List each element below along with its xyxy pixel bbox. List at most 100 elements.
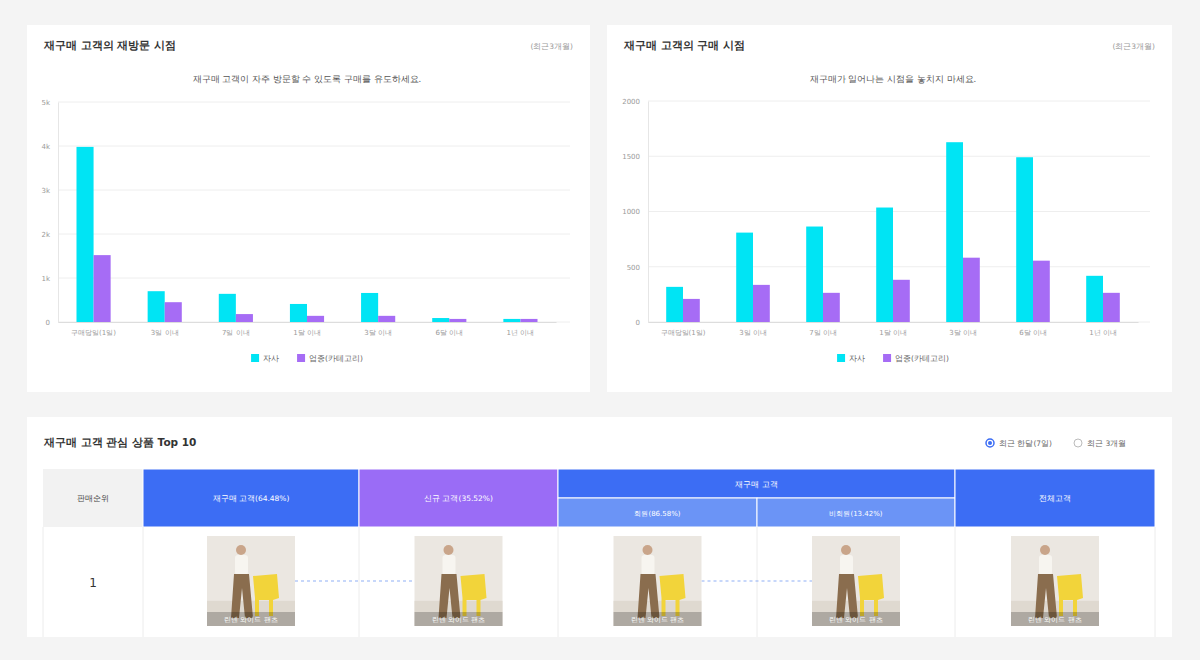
bar xyxy=(361,293,378,322)
period-option[interactable]: 최근 한달(7일) xyxy=(986,439,1052,448)
photo-head xyxy=(643,545,653,555)
grid-line xyxy=(58,278,570,279)
photo-caption-bg xyxy=(1011,612,1099,626)
y-axis: 01k2k3k4k5k xyxy=(41,99,58,327)
bar xyxy=(378,316,395,322)
product-name: 린넨 와이드 팬츠 xyxy=(829,616,882,624)
cell-border xyxy=(955,527,956,637)
y-axis-line xyxy=(58,103,59,323)
photo-head xyxy=(444,545,454,555)
x-tick-label: 6달 이내 xyxy=(1019,329,1047,337)
y-tick-label: 1000 xyxy=(622,208,640,216)
y-tick-label: 0 xyxy=(46,319,50,327)
chart-title: 재구매 고객의 재방문 시점 xyxy=(43,39,176,51)
grid-line xyxy=(58,190,570,191)
x-tick: 3달 이내 xyxy=(364,322,392,337)
x-tick: 7일 이내 xyxy=(809,322,837,337)
legend-swatch xyxy=(297,354,305,362)
photo-top xyxy=(642,555,655,575)
photo-head xyxy=(236,545,246,555)
y-tick-label: 500 xyxy=(627,263,640,271)
photo-top xyxy=(443,555,456,575)
photo-caption-bg xyxy=(207,612,295,626)
photo-top xyxy=(235,555,248,575)
x-tick-label: 1달 이내 xyxy=(293,329,321,337)
x-tick-label: 구매당일(1일) xyxy=(71,329,116,337)
legend: 자사 업종(카테고리) xyxy=(837,354,949,363)
x-tick-label: 1년 이내 xyxy=(1089,329,1117,337)
legend-label: 자사 xyxy=(263,354,279,363)
y-tick-label: 2k xyxy=(41,231,50,239)
connector xyxy=(295,580,415,581)
grid-line xyxy=(648,156,1150,157)
photo-bg xyxy=(1011,536,1099,626)
bar xyxy=(520,319,537,322)
y-tick: 1500 xyxy=(622,153,648,161)
period-option[interactable]: 최근 3개월 xyxy=(1074,439,1126,448)
photo-chair xyxy=(660,574,686,616)
y-tick: 0 xyxy=(636,319,648,327)
x-tick: 구매당일(1일) xyxy=(71,322,116,337)
photo-pants xyxy=(836,574,858,618)
chart-subtitle: 재구매가 일어나는 시점을 놓치지 마세요. xyxy=(810,74,977,84)
y-tick: 2k xyxy=(41,231,58,239)
grid-line xyxy=(648,101,1150,102)
bar xyxy=(806,227,823,322)
x-tick-label: 3일 이내 xyxy=(151,329,179,337)
header-subcell xyxy=(558,498,757,527)
photo-top xyxy=(1039,555,1052,575)
x-tick: 구매당일(1일) xyxy=(661,322,706,337)
photo-bg xyxy=(415,536,503,626)
x-axis-line xyxy=(59,322,557,323)
x-tick-label: 3달 이내 xyxy=(364,329,392,337)
x-tick-label: 1년 이내 xyxy=(507,329,535,337)
x-tick-label: 6달 이내 xyxy=(435,329,463,337)
photo-caption-bg xyxy=(614,612,702,626)
grid-line xyxy=(58,146,570,147)
product-image[interactable]: 린넨 와이드 팬츠 xyxy=(614,536,702,626)
y-tick-label: 5k xyxy=(41,99,50,107)
y-tick-label: 2000 xyxy=(622,98,640,106)
page: 재구매 고객의 재방문 시점(최근3개월)재구매 고객이 자주 방문할 수 있도… xyxy=(0,0,1200,660)
photo-chair xyxy=(858,574,884,616)
photo-pants xyxy=(439,574,461,618)
grid-line xyxy=(648,211,1150,212)
top-products: 재구매 고객 관심 상품 Top 10최근 한달(7일)최근 3개월판매순위재구… xyxy=(43,436,1155,637)
x-tick: 6달 이내 xyxy=(1019,322,1047,337)
x-tick: 1년 이내 xyxy=(1089,322,1117,337)
header-label: 전체고객 xyxy=(1039,494,1071,503)
radio-dot xyxy=(988,441,992,445)
card xyxy=(607,25,1172,392)
bar xyxy=(963,258,980,322)
legend-label: 자사 xyxy=(849,354,865,363)
bar xyxy=(1103,293,1120,322)
legend-item: 업종(카테고리) xyxy=(883,354,949,363)
product-image[interactable]: 린넨 와이드 팬츠 xyxy=(1011,536,1099,626)
bar xyxy=(94,255,111,322)
bar xyxy=(449,319,466,322)
photo-chair xyxy=(253,574,279,616)
bar xyxy=(1086,276,1103,322)
y-axis-line xyxy=(648,102,649,323)
x-tick-label: 3달 이내 xyxy=(949,329,977,337)
product-name: 린넨 와이드 팬츠 xyxy=(631,616,684,624)
cell-border xyxy=(757,527,758,637)
photo-head xyxy=(1040,545,1050,555)
period-note: (최근3개월) xyxy=(530,42,573,51)
product-image[interactable]: 린넨 와이드 팬츠 xyxy=(207,536,295,626)
bar xyxy=(236,314,253,322)
y-tick-label: 4k xyxy=(41,143,50,151)
product-image[interactable]: 린넨 와이드 팬츠 xyxy=(415,536,503,626)
connector xyxy=(702,580,813,581)
photo-bg xyxy=(812,536,900,626)
photo-bg xyxy=(614,536,702,626)
x-axis: 구매당일(1일)3일 이내7일 이내1달 이내3달 이내6달 이내1년 이내 xyxy=(649,322,1139,337)
photo-chair xyxy=(1057,574,1083,616)
product-image[interactable]: 린넨 와이드 팬츠 xyxy=(812,536,900,626)
table-title: 재구매 고객 관심 상품 Top 10 xyxy=(43,436,196,448)
header-cell xyxy=(359,469,558,527)
bar xyxy=(76,147,93,322)
chart: 재구매 고객의 구매 시점(최근3개월)재구매가 일어나는 시점을 놓치지 마세… xyxy=(622,39,1155,363)
legend-label: 업종(카테고리) xyxy=(895,354,949,363)
x-tick-label: 3일 이내 xyxy=(739,329,767,337)
